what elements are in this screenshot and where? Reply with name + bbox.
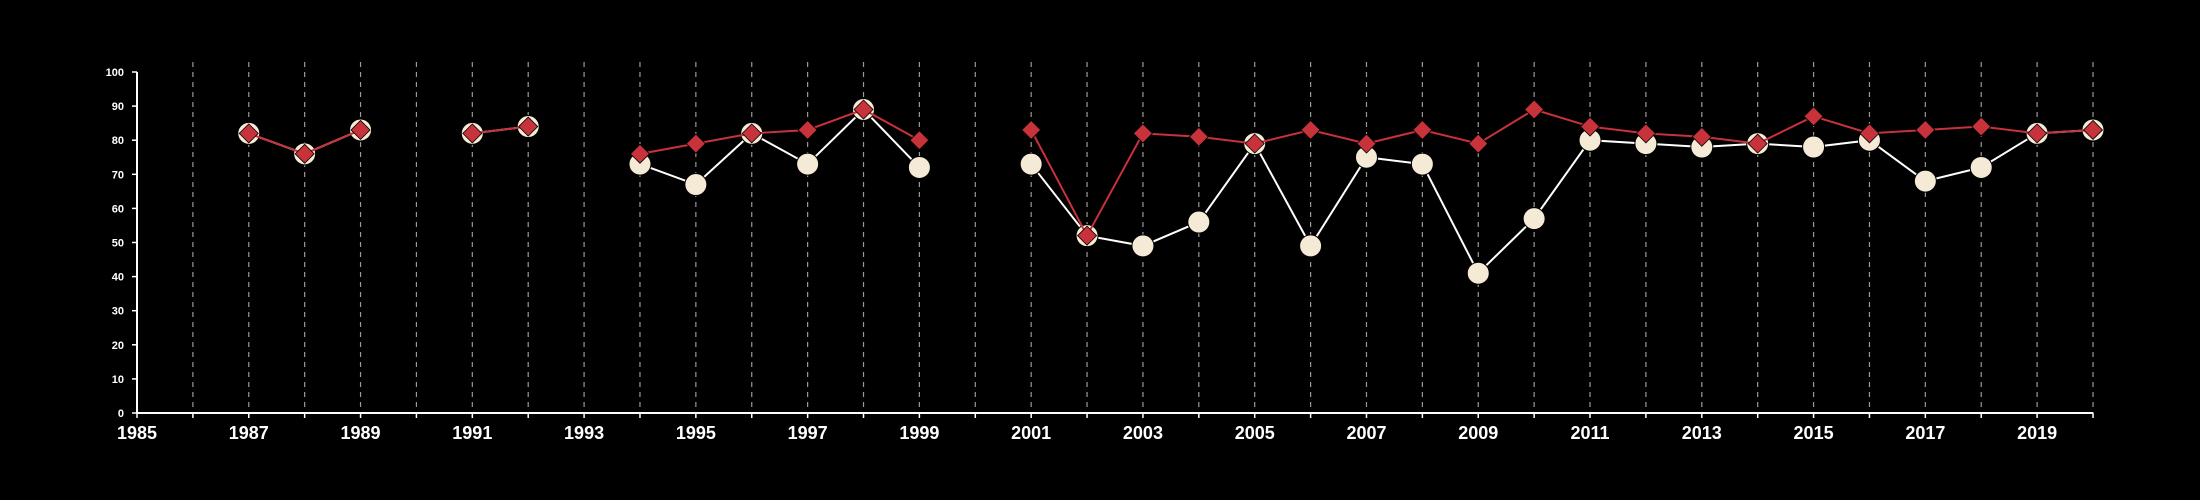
y-tick-label: 70 <box>112 169 124 181</box>
data-point-diamond <box>797 119 818 141</box>
x-tick-label: 2005 <box>1235 423 1275 443</box>
x-tick-label: 2017 <box>1905 423 1945 443</box>
y-tick-label: 10 <box>112 374 124 386</box>
data-point-diamond <box>1244 133 1265 154</box>
data-point-circle <box>796 152 820 176</box>
data-point-circle <box>1410 152 1434 176</box>
x-tick-label: 2009 <box>1458 423 1498 443</box>
data-point-circle <box>1802 135 1826 159</box>
data-point-circle <box>1299 234 1323 258</box>
data-point-diamond <box>629 143 651 164</box>
data-point-diamond <box>1188 126 1209 147</box>
y-tick-label: 50 <box>112 238 124 250</box>
x-tick-label: 1991 <box>452 423 492 443</box>
data-point-circle <box>1522 207 1546 231</box>
x-tick-label: 2001 <box>1011 423 1051 443</box>
data-point-diamond <box>462 123 483 144</box>
data-point-diamond <box>853 99 874 120</box>
series-layer <box>237 98 2105 285</box>
y-tick-label: 0 <box>118 408 124 420</box>
data-point-diamond <box>238 123 259 144</box>
data-point-diamond <box>1412 119 1433 141</box>
series-diamond <box>238 99 2104 246</box>
x-tick-label: 1993 <box>564 423 604 443</box>
grid-lines <box>192 62 2094 413</box>
x-tick-label: 1985 <box>117 423 157 443</box>
x-tick-label: 1999 <box>899 423 939 443</box>
x-tick-label: 2013 <box>1682 423 1722 443</box>
y-tick-label: 80 <box>112 135 124 147</box>
x-tick-label: 2019 <box>2017 423 2057 443</box>
data-point-diamond <box>1971 116 1992 137</box>
x-tick-label: 2007 <box>1346 423 1386 443</box>
series-line-diamond <box>639 108 920 155</box>
y-tick-label: 100 <box>106 67 124 79</box>
y-tick-label: 60 <box>112 203 124 215</box>
x-tick-label: 1987 <box>229 423 269 443</box>
x-tick-label: 2011 <box>1570 423 1609 443</box>
data-point-circle <box>1187 210 1211 234</box>
data-point-circle <box>1019 152 1043 176</box>
y-tick-label: 40 <box>112 272 124 284</box>
data-point-circle <box>1969 155 1993 179</box>
y-tick-label: 20 <box>112 340 124 352</box>
data-point-diamond <box>2082 119 2104 141</box>
data-point-diamond <box>1524 99 1545 120</box>
series-line-diamond <box>472 125 529 135</box>
data-point-diamond <box>1747 133 1768 154</box>
data-point-circle <box>1913 169 1937 193</box>
data-point-diamond <box>2027 123 2048 144</box>
data-point-diamond <box>1579 116 1601 137</box>
x-tick-label: 2015 <box>1794 423 1834 443</box>
data-point-diamond <box>518 116 539 137</box>
data-point-diamond <box>1915 119 1936 141</box>
x-tick-label: 1989 <box>341 423 381 443</box>
data-point-diamond <box>685 133 706 154</box>
data-point-diamond <box>1076 225 1098 246</box>
x-tick-label: 2003 <box>1123 423 1163 443</box>
data-point-circle <box>1466 261 1490 285</box>
data-point-diamond <box>1691 126 1712 147</box>
data-point-diamond <box>294 143 315 164</box>
data-point-circle <box>907 155 931 179</box>
data-point-circle <box>1131 234 1155 258</box>
data-point-diamond <box>1132 123 1154 144</box>
x-tick-label: 1995 <box>676 423 716 443</box>
x-tick-label: 1997 <box>788 423 828 443</box>
data-point-diamond <box>1635 123 1656 144</box>
data-point-diamond <box>1859 123 1880 144</box>
data-point-diamond <box>1021 119 1042 141</box>
data-point-diamond <box>741 123 762 144</box>
data-point-diamond <box>1300 119 1321 141</box>
data-point-diamond <box>350 119 371 141</box>
data-point-diamond <box>1468 133 1489 154</box>
y-tick-label: 90 <box>112 101 124 113</box>
data-point-diamond <box>909 130 930 151</box>
axes: 1985 1987 1989 1991 1993 1995 1997 1999 2001 2003… <box>106 67 2094 443</box>
y-tick-label: 30 <box>112 306 124 318</box>
data-point-diamond <box>1803 106 1824 127</box>
series-line-circle <box>1030 128 2094 275</box>
data-point-diamond <box>1356 133 1377 154</box>
data-point-circle <box>684 173 708 197</box>
